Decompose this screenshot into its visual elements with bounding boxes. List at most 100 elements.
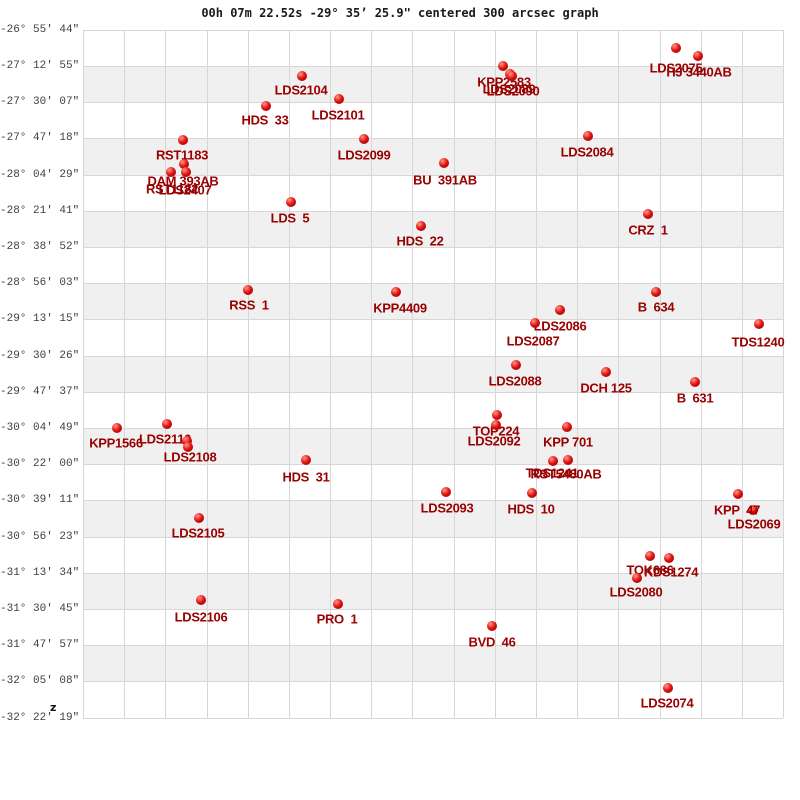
- v-gridline: [577, 30, 579, 718]
- star-dot-crz-1: [643, 209, 653, 219]
- y-axis-tick-label: -28° 04' 29": [0, 169, 80, 181]
- star-dot-kpp1566: [112, 423, 122, 433]
- star-label-rss-1: RSS 1: [229, 297, 269, 313]
- star-dot-lds2105: [194, 513, 204, 523]
- v-gridline: [206, 30, 208, 718]
- v-gridline: [371, 30, 373, 718]
- star-dot-lds2087: [530, 318, 540, 328]
- star-dot-rst1183: [178, 135, 188, 145]
- star-dot-kpp-701: [562, 422, 572, 432]
- shaded-band: [83, 428, 783, 464]
- star-label-hds-31: HDS 31: [282, 469, 330, 485]
- star-dot-lds2088: [511, 360, 521, 370]
- star-label-lds2080: LDS2080: [609, 584, 663, 600]
- star-label-lds2108: LDS2108: [163, 449, 217, 465]
- star-dot-pro-1: [333, 599, 343, 609]
- shaded-band: [83, 138, 783, 175]
- star-label-tds1241: TDS1241: [525, 465, 579, 481]
- star-label-hj-3440ab: HJ 3440AB: [666, 64, 732, 80]
- v-gridline: [83, 30, 84, 718]
- v-gridline: [618, 30, 620, 718]
- star-dot-hds-31: [301, 455, 311, 465]
- h-gridline: [83, 175, 783, 176]
- star-dot: [183, 442, 193, 452]
- h-gridline: [83, 500, 783, 501]
- y-axis-tick-label: -29° 13' 15": [0, 313, 80, 325]
- star-label-hds-33: HDS 33: [241, 112, 289, 128]
- v-gridline: [453, 30, 455, 718]
- star-dot-kpp4409: [391, 287, 401, 297]
- star-label-kpp-701: KPP 701: [543, 434, 593, 450]
- h-gridline: [83, 102, 783, 103]
- h-gridline: [83, 609, 783, 610]
- star-label-kpp1566: KPP1566: [89, 435, 143, 451]
- star-dot-kpp2583: [498, 61, 508, 71]
- star-dot-lds2084: [583, 131, 593, 141]
- star-dot-lds2074: [663, 683, 673, 693]
- h-gridline: [83, 138, 783, 139]
- star-dot-b-631: [690, 377, 700, 387]
- h-gridline: [83, 718, 783, 719]
- star-label-dch-125: DCH 125: [580, 380, 632, 396]
- h-gridline: [83, 573, 783, 574]
- star-dot-lds2080: [632, 573, 642, 583]
- y-axis-tick-label: -27° 30' 07": [0, 96, 80, 108]
- star-label-rst5480ab: RST5480AB: [530, 466, 602, 482]
- star-label-kds1274: KDS1274: [643, 564, 699, 580]
- star-label-kpp2583: KPP2583: [477, 74, 531, 90]
- star-dot-lds2075: [671, 43, 681, 53]
- v-gridline: [330, 30, 332, 718]
- star-label-bu-391ab: BU 391AB: [413, 172, 477, 188]
- star-dot-lds2407: [181, 167, 191, 177]
- star-dot-rst5480ab: [563, 455, 573, 465]
- shaded-band: [83, 211, 783, 247]
- v-gridline: [247, 30, 249, 718]
- star-label-rst1182: RST1182: [145, 181, 199, 197]
- y-axis-tick-label: -32° 22' 19": [0, 712, 80, 724]
- v-gridline: [783, 30, 784, 718]
- star-label-lds2099: LDS2099: [337, 147, 391, 163]
- v-gridline: [412, 30, 414, 718]
- star-label-lds2104: LDS2104: [274, 82, 328, 98]
- y-axis-tick-label: -29° 30' 26": [0, 350, 80, 362]
- y-axis-tick-label: -31° 47' 57": [0, 639, 80, 651]
- star-label-tds1240: TDS1240: [731, 334, 785, 350]
- y-axis-tick-label: -31° 30' 45": [0, 603, 80, 615]
- star-dot-hds-10: [527, 488, 537, 498]
- star-dot-lds2106: [196, 595, 206, 605]
- star-label-lds2074: LDS2074: [640, 695, 694, 711]
- v-gridline: [659, 30, 661, 718]
- star-dot-kds1274: [664, 553, 674, 563]
- star-dot-kpp-47: [733, 489, 743, 499]
- star-dot-lds2086: [555, 305, 565, 315]
- star-label-pro-1: PRO 1: [316, 611, 358, 627]
- star-label-bvd-46: BVD 46: [468, 634, 516, 650]
- star-label-lds2105: LDS2105: [171, 525, 225, 541]
- star-dot-dam-393ab: [179, 159, 189, 169]
- star-dot-rss-1: [243, 285, 253, 295]
- star-dot-lds2108: [182, 436, 192, 446]
- star-label-b-631: B 631: [676, 390, 714, 406]
- h-gridline: [83, 645, 783, 646]
- small-z-mark: z: [50, 701, 57, 714]
- h-gridline: [83, 247, 783, 248]
- star-dot-hds-22: [416, 221, 426, 231]
- star-dot-tds1240: [754, 319, 764, 329]
- star-label-lds2090: LDS2090: [486, 83, 540, 99]
- h-gridline: [83, 319, 783, 320]
- v-gridline: [700, 30, 702, 718]
- star-label-lds2407: LDS2407: [158, 182, 212, 198]
- h-gridline: [83, 30, 783, 31]
- star-label-lds2089: LDS2089: [482, 81, 536, 97]
- shaded-band: [83, 356, 783, 392]
- star-label-lds2086: LDS2086: [533, 318, 587, 334]
- star-label-lds2093: LDS2093: [420, 500, 474, 516]
- star-dot-hds-33: [261, 101, 271, 111]
- y-axis-tick-label: -27° 12' 55": [0, 60, 80, 72]
- star-label-lds2110: LDS2110: [138, 431, 192, 447]
- star-dot-b-634: [651, 287, 661, 297]
- h-gridline: [83, 283, 783, 284]
- h-gridline: [83, 66, 783, 67]
- v-gridline: [494, 30, 496, 718]
